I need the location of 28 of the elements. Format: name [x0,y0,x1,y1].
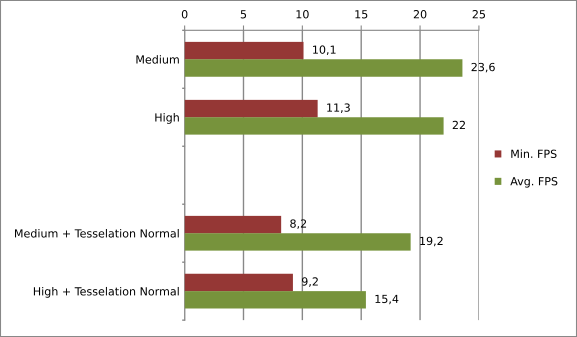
bar [184,216,282,234]
data-label: 10,1 [313,45,336,55]
data-label: 11,3 [327,103,350,113]
data-label: 15,4 [375,294,398,304]
bar [184,274,293,292]
data-label: 23,6 [472,62,495,72]
data-label: 22 [452,120,465,130]
y-tick-label: High + Tesselation Normal [34,286,179,298]
bar [184,59,462,77]
y-tick-label: Medium + Tesselation Normal [15,228,179,238]
bar [184,117,444,135]
bar [184,100,318,118]
bar [184,233,411,251]
x-tick-label: 20 [414,10,426,18]
x-tick-label: 5 [240,10,246,18]
legend-label: Min. FPS [511,149,557,158]
y-tick-label: High [155,113,179,124]
x-tick-label: 0 [182,10,188,18]
x-tick-label: 25 [472,10,486,18]
x-tick-label: 15 [355,10,368,18]
bar [184,291,366,309]
data-label: 9,2 [302,277,318,287]
data-label: 19,2 [420,236,443,246]
data-label: 8,2 [290,219,306,229]
bar [184,42,304,60]
legend-label: Avg. FPS [510,177,558,188]
y-tick-label: Medium [136,55,179,64]
x-tick-label: 10 [296,10,309,18]
